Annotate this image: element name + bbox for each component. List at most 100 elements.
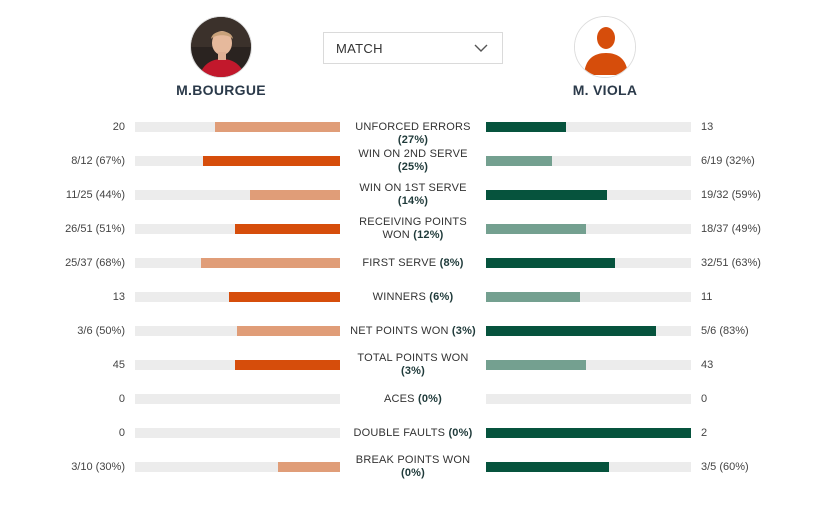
- stat-label-text: WIN ON 2ND SERVE: [358, 148, 468, 160]
- stat-difference: (25%): [397, 161, 429, 173]
- stat-right-bar: [486, 462, 609, 472]
- stat-label-text: NET POINTS WON: [350, 325, 449, 337]
- stat-difference: (27%): [397, 134, 429, 146]
- stat-left-bar: [235, 224, 340, 234]
- stat-difference: (0%): [400, 467, 426, 479]
- stat-label-text: UNFORCED ERRORS: [355, 121, 471, 133]
- stat-right-value: 43: [701, 359, 714, 371]
- stat-left-value: 3/6 (50%): [77, 325, 125, 337]
- stat-label: UNFORCED ERRORS (27%): [346, 121, 480, 147]
- stat-left-bar-track: [135, 326, 340, 336]
- stat-label: TOTAL POINTS WON (3%): [346, 352, 480, 378]
- stat-right-bar: [486, 292, 580, 302]
- stat-label: WINNERS (6%): [346, 291, 480, 304]
- stat-difference: (0%): [418, 393, 443, 405]
- stat-label: WIN ON 2ND SERVE (25%): [346, 148, 480, 174]
- stat-right-value: 19/32 (59%): [701, 189, 761, 201]
- stat-label-text: TOTAL POINTS WON: [357, 352, 469, 364]
- stat-label: BREAK POINTS WON (0%): [346, 454, 480, 480]
- stat-left-value: 11/25 (44%): [65, 189, 125, 201]
- stat-right-bar: [486, 156, 552, 166]
- player-left-photo: [190, 16, 252, 78]
- stat-left-bar: [201, 258, 340, 268]
- stat-right-bar-track: [486, 122, 691, 132]
- stat-row: 3/10 (30%) BREAK POINTS WON (0%) 3/5 (60%): [0, 450, 836, 484]
- stat-right-value: 32/51 (63%): [701, 257, 761, 269]
- stat-right-value: 18/37 (49%): [701, 223, 761, 235]
- stat-row: 26/51 (51%) RECEIVING POINTS WON (12%) 18/…: [0, 212, 836, 246]
- stat-left-bar-track: [135, 122, 340, 132]
- stat-row: 11/25 (44%) WIN ON 1ST SERVE (14%) 19/32 (…: [0, 178, 836, 212]
- stat-left-value: 25/37 (68%): [65, 257, 125, 269]
- stat-right-bar: [486, 190, 607, 200]
- stat-left-bar-track: [135, 394, 340, 404]
- stat-row: 0 DOUBLE FAULTS (0%) 2: [0, 416, 836, 450]
- stat-label-text: BREAK POINTS WON: [355, 454, 471, 466]
- stat-right-bar-track: [486, 292, 691, 302]
- stat-left-value: 3/10 (30%): [71, 461, 125, 473]
- player-right-name: M. VIOLA: [572, 82, 638, 98]
- stat-row: 13 WINNERS (6%) 11: [0, 280, 836, 314]
- player-right: M. VIOLA: [525, 16, 685, 98]
- stat-left-bar-track: [135, 224, 340, 234]
- player-left: M.BOURGUE: [141, 16, 301, 98]
- stat-label-text: RECEIVING POINTS WON: [359, 216, 467, 241]
- stat-label: DOUBLE FAULTS (0%): [346, 427, 480, 440]
- stat-left-bar-track: [135, 190, 340, 200]
- stat-left-bar-track: [135, 428, 340, 438]
- stat-left-value: 13: [112, 291, 125, 303]
- stats-table: 20 UNFORCED ERRORS (27%) 13 8/12 (67%) WIN O…: [0, 110, 836, 484]
- stat-row: 25/37 (68%) FIRST SERVE (8%) 32/51 (63%): [0, 246, 836, 280]
- stat-label: NET POINTS WON (3%): [346, 325, 480, 338]
- stat-left-value: 0: [118, 427, 125, 439]
- stat-left-bar-track: [135, 292, 340, 302]
- period-select[interactable]: MATCH: [323, 32, 503, 64]
- stat-label-text: WIN ON 1ST SERVE: [359, 182, 467, 194]
- stat-right-bar: [486, 122, 566, 132]
- stat-difference: (6%): [429, 291, 454, 303]
- stat-right-bar-track: [486, 224, 691, 234]
- stat-label: ACES (0%): [346, 393, 480, 406]
- stat-difference: (0%): [448, 427, 473, 439]
- stat-left-bar: [229, 292, 340, 302]
- stat-difference: (8%): [439, 257, 464, 269]
- stat-left-bar-track: [135, 360, 340, 370]
- stat-right-bar: [486, 326, 656, 336]
- stat-left-bar: [215, 122, 340, 132]
- stat-right-bar-track: [486, 258, 691, 268]
- stat-label: WIN ON 1ST SERVE (14%): [346, 182, 480, 208]
- stat-difference: (3%): [400, 365, 426, 377]
- stat-label-text: WINNERS: [372, 291, 427, 303]
- period-select-value: MATCH: [336, 41, 383, 56]
- stat-right-bar-track: [486, 156, 691, 166]
- stat-left-bar: [235, 360, 340, 370]
- stat-left-bar: [237, 326, 340, 336]
- stat-label-text: FIRST SERVE: [362, 257, 437, 269]
- stat-left-bar-track: [135, 258, 340, 268]
- stat-difference: (14%): [397, 195, 429, 207]
- stat-right-bar: [486, 224, 586, 234]
- stat-row: 8/12 (67%) WIN ON 2ND SERVE (25%) 6/19 (32…: [0, 144, 836, 178]
- chevron-down-icon: [474, 44, 488, 52]
- stat-row: 0 ACES (0%) 0: [0, 382, 836, 416]
- stat-right-bar-track: [486, 190, 691, 200]
- stat-left-bar-track: [135, 462, 340, 472]
- stat-right-value: 11: [701, 291, 713, 303]
- stat-left-value: 26/51 (51%): [65, 223, 125, 235]
- stat-left-bar: [203, 156, 340, 166]
- stat-difference: (12%): [413, 229, 444, 241]
- stat-right-bar-track: [486, 326, 691, 336]
- stat-right-bar-track: [486, 462, 691, 472]
- stat-right-bar: [486, 360, 586, 370]
- stat-label: RECEIVING POINTS WON (12%): [346, 216, 480, 242]
- stat-left-bar: [278, 462, 340, 472]
- stat-left-value: 8/12 (67%): [71, 155, 125, 167]
- stat-label-text: DOUBLE FAULTS: [353, 427, 446, 439]
- stat-right-value: 5/6 (83%): [701, 325, 749, 337]
- stat-right-bar-track: [486, 360, 691, 370]
- stat-left-bar-track: [135, 156, 340, 166]
- stat-right-value: 2: [701, 427, 708, 439]
- stat-right-value: 6/19 (32%): [701, 155, 755, 167]
- stat-left-value: 20: [112, 121, 125, 133]
- stat-left-value: 0: [118, 393, 125, 405]
